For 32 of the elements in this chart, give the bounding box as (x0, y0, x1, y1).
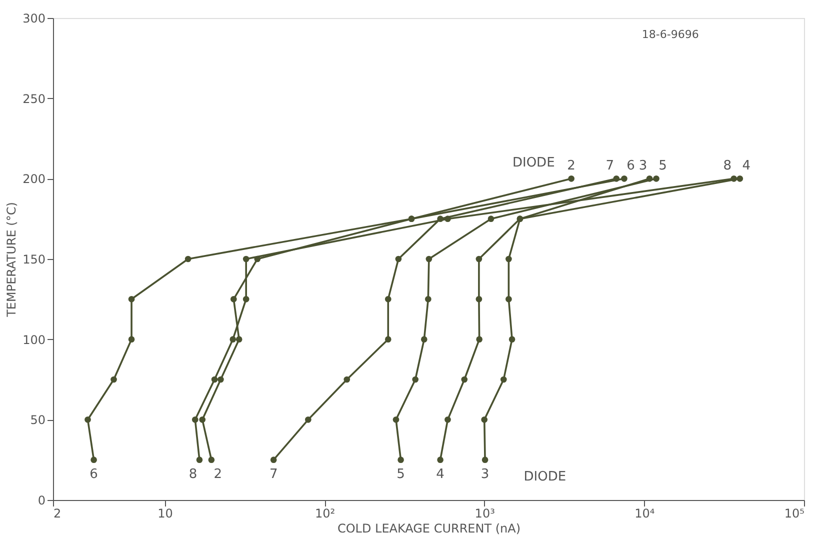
y-tick-label: 100 (22, 332, 46, 347)
annotation: DIODE (512, 156, 555, 171)
x-tick-label: 10⁴ (634, 506, 655, 520)
text: 5 (396, 466, 405, 482)
y-tick-label: 200 (22, 172, 46, 186)
y-tick-label: 300 (22, 12, 46, 26)
series-label: 7 (606, 158, 614, 174)
y-tick-label: 150 (22, 252, 46, 266)
y-tick-label: 250 (22, 92, 46, 106)
y-axis-title: TEMPERATURE (°C) (4, 202, 19, 318)
x-tick-label: 2 (54, 506, 62, 520)
series-label: 3 (638, 158, 648, 174)
annotation: 18-6-9696 (642, 28, 699, 41)
series-label: 2 (567, 158, 576, 174)
y-tick-label: 50 (30, 413, 46, 428)
series-label: 8 (723, 158, 732, 174)
x-tick-label: 10⁵ (784, 506, 805, 520)
x-tick-label: 10 (158, 506, 173, 520)
x-tick-label: 10² (314, 506, 336, 520)
text: 6 (90, 466, 98, 482)
text: 7 (269, 466, 278, 482)
text: 4 (436, 466, 444, 482)
text: 8 (188, 466, 198, 482)
series-label: 5 (658, 158, 667, 174)
annotation: DIODE (524, 469, 566, 484)
x-axis-title: COLD LEAKAGE CURRENT (nA) (337, 522, 521, 536)
y-tick-label: 0 (38, 494, 46, 508)
series-label: 6 (626, 158, 635, 174)
x-tick-label: 10³ (474, 506, 496, 520)
series-label: 4 (742, 158, 751, 174)
text: 3 (480, 466, 490, 482)
text: 2 (214, 466, 222, 482)
